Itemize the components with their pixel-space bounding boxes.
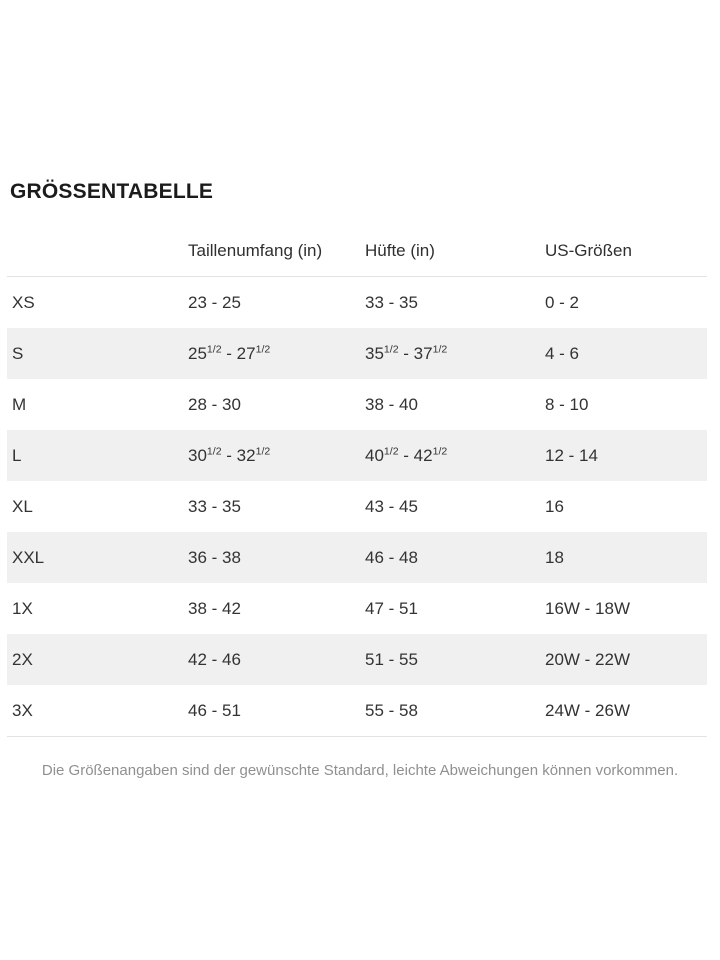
table-row: M 28 - 30 38 - 40 8 - 10: [7, 379, 707, 430]
cell-waist: 28 - 30: [188, 394, 241, 414]
cell-waist: 46 - 51: [188, 700, 241, 720]
cell-size: XS: [12, 292, 35, 312]
cell-waist: 38 - 42: [188, 598, 241, 618]
cell-size: XL: [12, 496, 33, 516]
footnote: Die Größenangaben sind der gewünschte St…: [41, 762, 679, 779]
cell-us: 24W - 26W: [545, 700, 631, 720]
cell-size: 3X: [12, 700, 33, 720]
table-row: L 301/2 - 321/2 401/2 - 421/2 12 - 14: [7, 430, 707, 481]
size-table-header: Taillenumfang (in) Hüfte (in) US-Größen: [7, 225, 707, 277]
cell-size: L: [12, 445, 22, 465]
cell-waist: 301/2 - 321/2: [188, 444, 271, 465]
header-cell-waist: Taillenumfang (in): [188, 240, 323, 260]
cell-us: 0 - 2: [545, 292, 580, 312]
cell-us: 16: [545, 496, 564, 516]
table-row: 3X 46 - 51 55 - 58 24W - 26W: [7, 685, 707, 736]
table-row: XS 23 - 25 33 - 35 0 - 2: [7, 277, 707, 328]
table-row: XXL 36 - 38 46 - 48 18: [7, 532, 707, 583]
cell-us: 16W - 18W: [545, 598, 631, 618]
cell-waist: 23 - 25: [188, 292, 241, 312]
cell-hip: 43 - 45: [365, 496, 418, 516]
cell-us: 8 - 10: [545, 394, 589, 414]
cell-size: M: [12, 394, 27, 414]
cell-waist: 36 - 38: [188, 547, 241, 567]
table-row: 2X 42 - 46 51 - 55 20W - 22W: [7, 634, 707, 685]
cell-hip: 351/2 - 371/2: [365, 342, 448, 363]
cell-size: XXL: [12, 547, 45, 567]
header-cell-hip: Hüfte (in): [365, 240, 435, 260]
cell-us: 12 - 14: [545, 445, 598, 465]
cell-size: S: [12, 343, 24, 363]
header-cell-us: US-Größen: [545, 240, 632, 260]
cell-us: 4 - 6: [545, 343, 580, 363]
cell-hip: 51 - 55: [365, 649, 418, 669]
cell-size: 1X: [12, 598, 33, 618]
table-row: 1X 38 - 42 47 - 51 16W - 18W: [7, 583, 707, 634]
cell-waist: 33 - 35: [188, 496, 241, 516]
page-title: GRÖSSENTABELLE: [10, 180, 214, 203]
table-row: S 251/2 - 271/2 351/2 - 371/2 4 - 6: [7, 328, 707, 379]
cell-hip: 33 - 35: [365, 292, 418, 312]
table-row: XL 33 - 35 43 - 45 16: [7, 481, 707, 532]
cell-size: 2X: [12, 649, 33, 669]
cell-waist: 42 - 46: [188, 649, 241, 669]
cell-hip: 401/2 - 421/2: [365, 444, 448, 465]
cell-hip: 46 - 48: [365, 547, 418, 567]
cell-us: 20W - 22W: [545, 649, 631, 669]
size-table: Taillenumfang (in) Hüfte (in) US-Größen …: [7, 225, 707, 737]
cell-us: 18: [545, 547, 564, 567]
cell-hip: 38 - 40: [365, 394, 418, 414]
cell-hip: 47 - 51: [365, 598, 418, 618]
size-table-body: XS 23 - 25 33 - 35 0 - 2 S 251/2 - 271/2…: [7, 277, 707, 737]
cell-waist: 251/2 - 271/2: [188, 342, 271, 363]
cell-hip: 55 - 58: [365, 700, 418, 720]
